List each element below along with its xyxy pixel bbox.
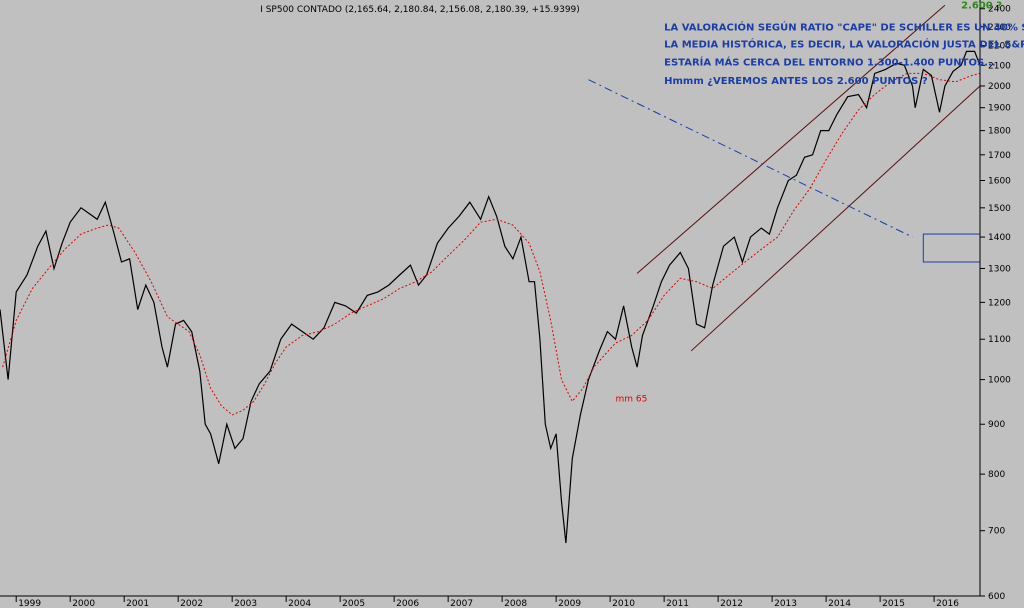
annotation-text: Hmmm ¿VEREMOS ANTES LOS 2.600 PUNTOS ?: [664, 76, 928, 87]
y-axis: 600 700 800 900 1000 1100 1200 1300 1400 1500 1600…: [979, 0, 1011, 602]
y-tick-label: 2000: [988, 82, 1011, 92]
x-tick-label: 2003: [234, 599, 257, 608]
overlay-layer: [588, 4, 981, 352]
x-tick-label: 2004: [288, 599, 311, 608]
x-tick-label: 2012: [720, 599, 743, 608]
x-tick-label: 2007: [450, 599, 473, 608]
y-tick-label: 2400: [988, 5, 1011, 15]
x-tick-label: 2013: [774, 599, 797, 608]
y-tick-label: 1000: [988, 376, 1011, 386]
projection-line: [588, 79, 913, 238]
x-tick-label: 2006: [396, 599, 419, 608]
y-tick-label: 900: [988, 420, 1005, 430]
y-tick-label: 700: [988, 527, 1005, 537]
y-tick-label: 1600: [988, 176, 1011, 186]
channel-line: [636, 4, 946, 274]
annotation-text: LA VALORACIÓN SEGÚN RATIO "CAPE" DE SCHI…: [664, 20, 1024, 33]
channel-line: [690, 85, 981, 352]
y-tick-label: 1300: [988, 264, 1011, 274]
target-label: 2.600 ?: [961, 1, 1002, 12]
x-tick-label: 2015: [882, 599, 905, 608]
y-tick-label: 1200: [988, 298, 1011, 308]
y-tick-label: 1400: [988, 233, 1011, 243]
x-tick-label: 2001: [126, 599, 149, 608]
y-tick-label: 1800: [988, 127, 1011, 137]
y-tick-label: 800: [988, 470, 1005, 480]
x-tick-label: 2016: [936, 599, 959, 608]
x-tick-label: 2008: [504, 599, 527, 608]
x-axis: 1999 2000 2001 2002 2003 2004 2005 2006 2007 2008…: [0, 595, 980, 608]
y-tick-label: 1500: [988, 204, 1011, 214]
annotation-text: LA MEDIA HISTÓRICA, ES DECIR, LA VALORAC…: [664, 38, 1024, 51]
annotation-layer: LA VALORACIÓN SEGÚN RATIO "CAPE" DE SCHI…: [616, 1, 1024, 405]
y-tick-label: 1700: [988, 151, 1011, 161]
x-tick-label: 2010: [612, 599, 635, 608]
annotation-text: ESTARÍA MÁS CERCA DEL ENTORNO 1.300-1.40…: [664, 55, 995, 68]
x-tick-label: 2011: [666, 599, 689, 608]
moving-average-label: mm 65: [616, 394, 648, 404]
chart-title: I SP500 CONTADO (2,165.64, 2,180.84, 2,1…: [260, 5, 580, 15]
x-tick-label: 2005: [342, 599, 365, 608]
price-series-line: [0, 50, 981, 544]
x-tick-label: 2000: [72, 599, 95, 608]
y-tick-label: 1900: [988, 104, 1011, 114]
x-tick-label: 2014: [828, 599, 851, 608]
y-tick-label: 2300: [988, 23, 1011, 33]
x-tick-label: 1999: [18, 599, 41, 608]
series-layer: [0, 50, 981, 544]
y-tick-label: 2100: [988, 61, 1011, 71]
x-tick-label: 2002: [180, 599, 203, 608]
x-tick-label: 2009: [558, 599, 581, 608]
y-tick-label: 1100: [988, 335, 1011, 345]
y-tick-label: 600: [988, 592, 1005, 602]
y-tick-label: 2200: [988, 42, 1011, 52]
